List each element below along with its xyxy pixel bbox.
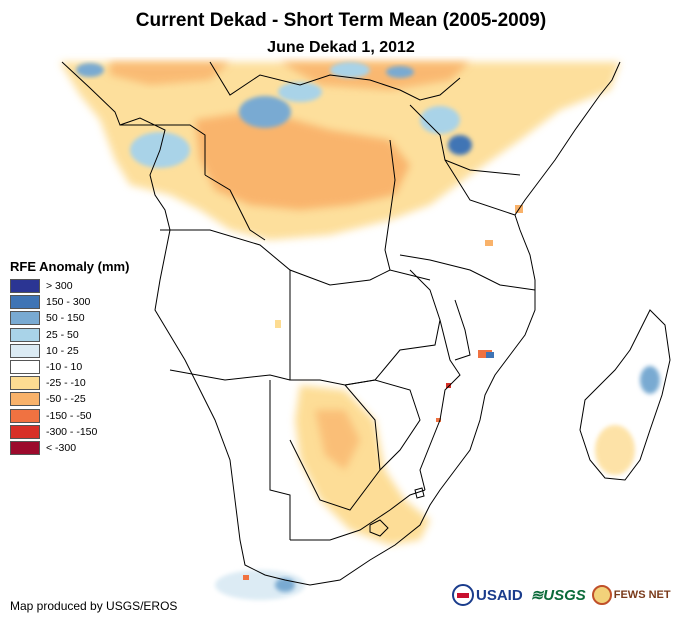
anomaly-core-west — [195, 110, 410, 210]
legend-label: 50 - 150 — [46, 312, 85, 325]
legend-label: 150 - 300 — [46, 296, 91, 309]
boundary-namibia — [269, 380, 291, 540]
legend-label: 10 - 25 — [46, 344, 79, 357]
anomaly-core-north — [110, 62, 230, 85]
dry-spot-cape — [243, 575, 249, 580]
boundary-swaziland — [414, 487, 425, 499]
legend-label: -300 - -150 — [46, 425, 98, 438]
legend-swatch — [10, 376, 40, 391]
wet-patch-central-north — [278, 82, 322, 102]
boundary-mozambique — [419, 319, 461, 491]
boundary-gabon — [120, 124, 206, 175]
legend-swatch — [10, 440, 40, 455]
legend-item: -25 - -10 — [10, 375, 129, 391]
dry-spot-mozambique — [478, 350, 492, 358]
usgs-logo: ≋USGS — [529, 586, 586, 604]
boundary-zambia — [289, 269, 441, 386]
fews-net-logo: FEWS NET — [591, 585, 671, 605]
legend-item: 50 - 150 — [10, 310, 129, 326]
legend-swatch — [10, 279, 40, 294]
wet-patch-northwest — [76, 63, 104, 77]
anomaly-dry-south-inner — [315, 410, 360, 470]
wet-patch-kenya — [448, 135, 472, 155]
boundary-drc-south — [160, 229, 431, 286]
legend-item: -150 - -50 — [10, 408, 129, 424]
usaid-logo-text: USAID — [476, 586, 523, 604]
fews-net-seal-icon — [591, 585, 612, 605]
legend-swatch — [10, 327, 40, 342]
boundary-angola-namibia — [169, 369, 291, 381]
legend-item: -50 - -25 — [10, 391, 129, 407]
legend-item: 10 - 25 — [10, 343, 129, 359]
wet-patch-cape — [215, 570, 305, 600]
anomaly-dry-south — [295, 385, 430, 545]
legend-swatch — [10, 424, 40, 439]
legend-swatch — [10, 360, 40, 375]
wet-patch-central — [239, 96, 291, 128]
boundary-drc-east — [384, 139, 396, 271]
madagascar-outline — [579, 309, 671, 481]
legend-swatch — [10, 392, 40, 407]
legend-item: -300 - -150 — [10, 424, 129, 440]
boundary-north-1 — [209, 61, 461, 101]
anomaly-core-northeast — [280, 62, 470, 90]
dry-spot-coast — [436, 418, 441, 422]
map-subtitle: June Dekad 1, 2012 — [267, 39, 415, 56]
credit-text: Map produced by USGS/EROS — [10, 599, 178, 613]
legend-item: -10 - 10 — [10, 359, 129, 375]
boundary-zimbabwe — [344, 379, 421, 471]
legend-swatch — [10, 295, 40, 310]
legend-title: RFE Anomaly (mm) — [10, 259, 130, 274]
wet-spot-mozambique — [486, 352, 494, 358]
boundary-tanzania-south — [399, 254, 536, 291]
legend-label: -50 - -25 — [46, 393, 86, 406]
legend-item: 25 - 50 — [10, 327, 129, 343]
boundary-botswana — [289, 384, 381, 511]
legend-item: 150 - 300 — [10, 294, 129, 310]
madagascar-wet — [640, 366, 660, 394]
boundary-kenya-tanzania — [444, 159, 516, 216]
dry-spot-malawi — [446, 383, 451, 388]
dry-spot-tanzania — [485, 240, 493, 246]
boundary-lesotho — [369, 519, 389, 537]
legend-items: > 300 150 - 300 50 - 150 25 - 50 10 - 25 -10 … — [10, 278, 129, 456]
legend: RFE Anomaly (mm) > 300 150 - 300 50 - 150 2… — [10, 259, 129, 456]
legend-label: 25 - 50 — [46, 328, 79, 341]
legend-label: -150 - -50 — [46, 409, 92, 422]
legend-label: < -300 — [46, 441, 77, 454]
boundary-south-africa — [290, 489, 426, 541]
boundary-congo-drc — [204, 174, 266, 241]
usaid-seal-icon — [452, 584, 474, 606]
wet-patch-uganda — [420, 106, 460, 134]
legend-swatch — [10, 311, 40, 326]
map-title: Current Dekad - Short Term Mean (2005-20… — [135, 10, 547, 31]
anomaly-fields — [60, 62, 660, 600]
legend-swatch — [10, 343, 40, 358]
country-boundaries — [61, 61, 671, 586]
legend-item: < -300 — [10, 440, 129, 456]
legend-label: > 300 — [46, 280, 73, 293]
wet-patch-north — [330, 62, 370, 78]
partner-logos: USAID ≋USGS FEWS NET — [452, 584, 671, 606]
africa-coastline — [61, 61, 621, 586]
dry-spot-angola — [275, 320, 281, 328]
legend-item: > 300 — [10, 278, 129, 294]
boundary-malawi — [454, 299, 471, 361]
legend-label: -10 - 10 — [46, 361, 83, 374]
wet-patch-northeast — [386, 66, 414, 78]
usaid-logo: USAID — [452, 584, 523, 606]
legend-label: -25 - -10 — [46, 377, 86, 390]
fews-net-logo-text: FEWS NET — [613, 589, 671, 601]
usgs-logo-text: ≋USGS — [530, 587, 586, 604]
madagascar-dry — [595, 425, 635, 475]
legend-swatch — [10, 408, 40, 423]
